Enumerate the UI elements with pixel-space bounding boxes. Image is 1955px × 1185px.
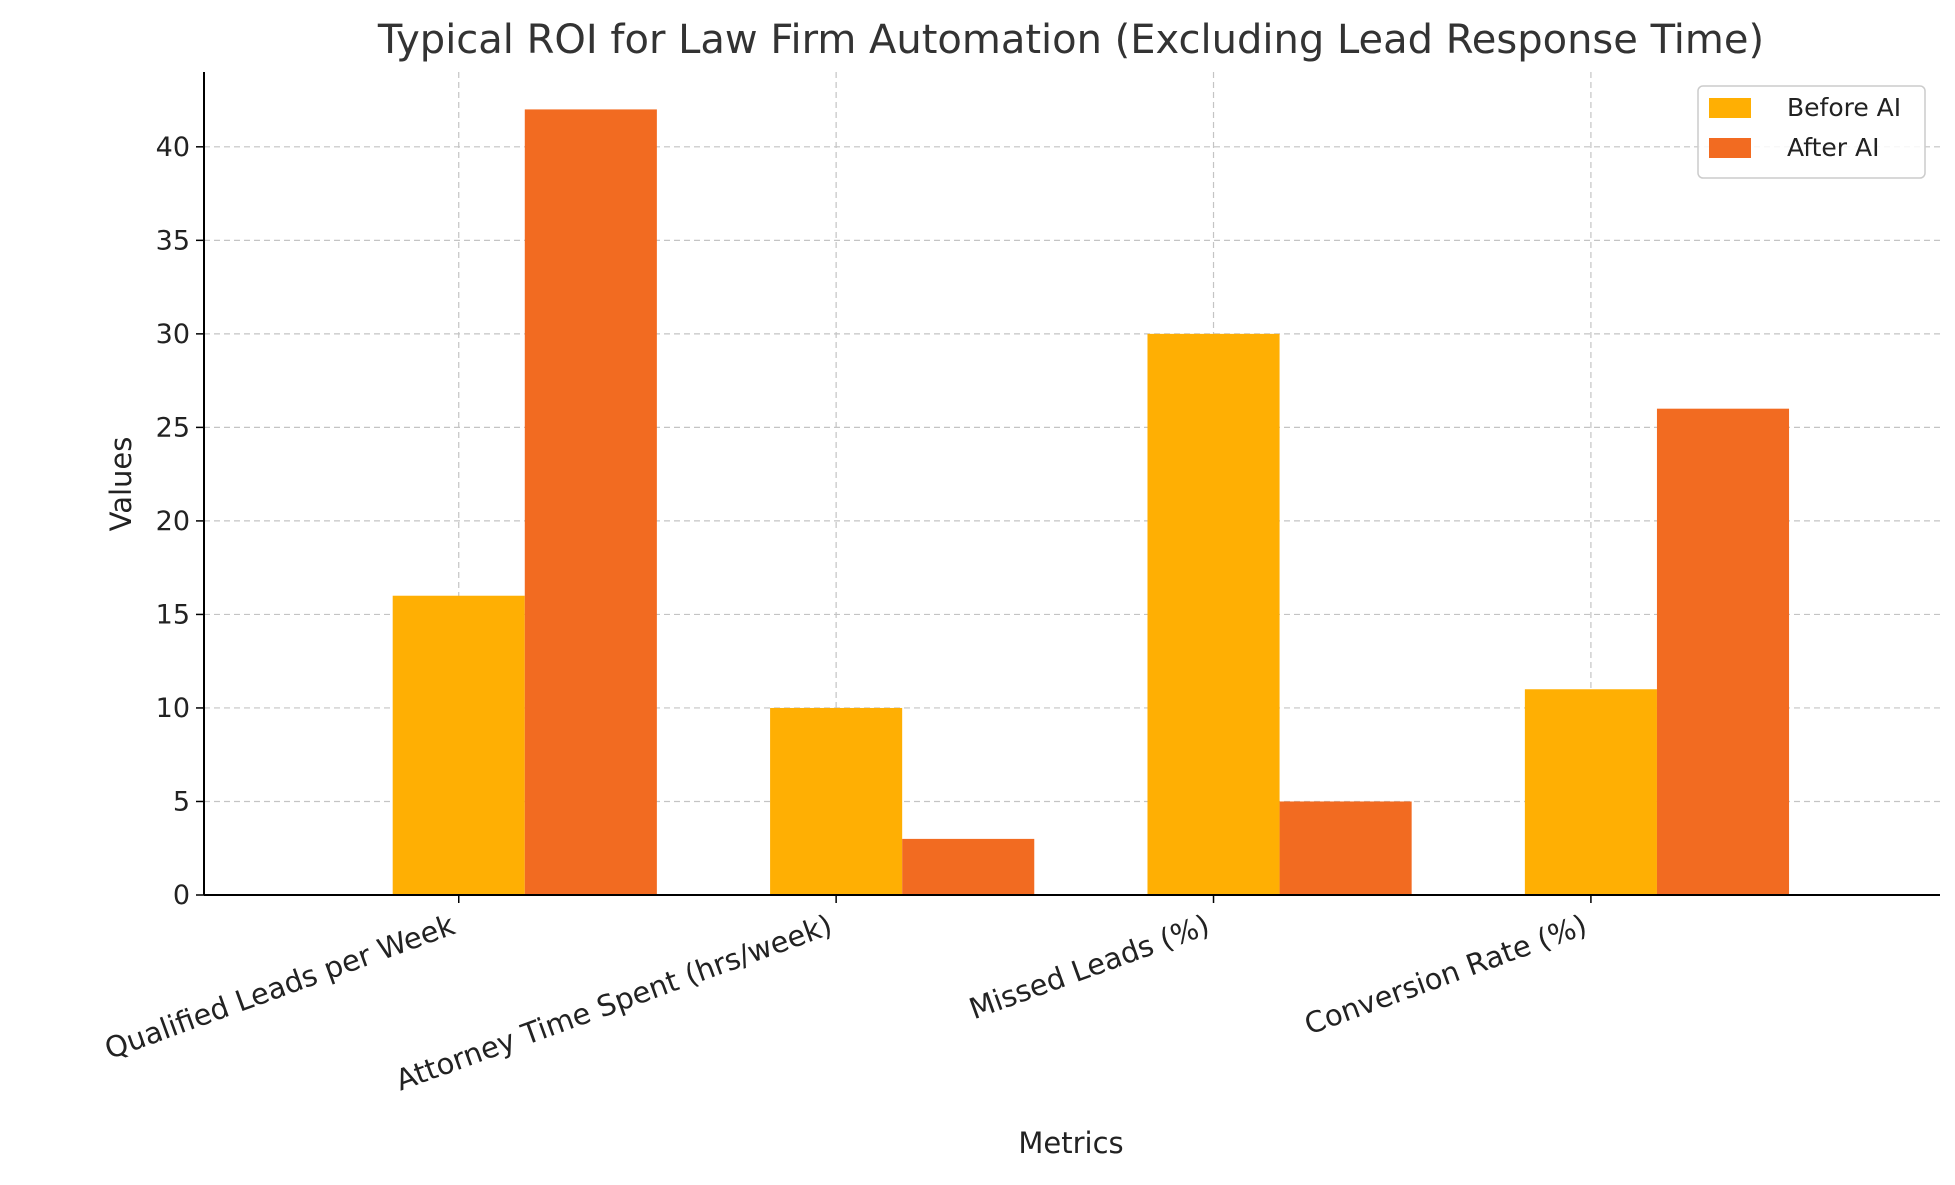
x-tick-label: Attorney Time Spent (hrs/week) xyxy=(391,908,836,1098)
legend-label-before-ai: Before AI xyxy=(1787,93,1901,122)
y-tick-label: 10 xyxy=(156,693,190,724)
legend-label-after-ai: After AI xyxy=(1787,133,1879,162)
y-tick-label: 35 xyxy=(156,225,190,256)
x-tick-label: Qualified Leads per Week xyxy=(100,908,459,1066)
bar-after-ai-1 xyxy=(902,838,1035,895)
bar-before-ai-0 xyxy=(392,595,525,895)
y-tick-label: 15 xyxy=(156,599,190,630)
x-tick-label: Missed Leads (%) xyxy=(965,908,1214,1026)
bar-before-ai-2 xyxy=(1147,333,1280,895)
bar-after-ai-3 xyxy=(1656,408,1790,895)
y-axis-label: Values xyxy=(104,437,138,532)
y-tick-label: 5 xyxy=(173,786,190,817)
y-ticks: 0 5 10 15 20 25 30 35 40 xyxy=(156,132,204,911)
legend-swatch-before-ai xyxy=(1709,98,1751,118)
axes xyxy=(203,72,1940,896)
x-axis-label: Metrics xyxy=(1018,1126,1123,1160)
legend-frame xyxy=(1697,85,1926,179)
y-tick-label: 20 xyxy=(156,506,190,537)
bar-before-ai-1 xyxy=(770,707,903,895)
bar-after-ai-2 xyxy=(1279,801,1412,895)
y-tick-label: 30 xyxy=(156,319,190,350)
y-tick-label: 40 xyxy=(156,132,190,163)
y-tick-label: 0 xyxy=(173,880,190,911)
bars xyxy=(392,109,1790,896)
legend-swatch-after-ai xyxy=(1709,138,1751,158)
y-tick-label: 25 xyxy=(156,412,190,443)
bar-before-ai-3 xyxy=(1524,689,1657,895)
legend: Before AI After AI xyxy=(1697,85,1926,179)
bar-after-ai-0 xyxy=(524,109,657,896)
chart-title: Typical ROI for Law Firm Automation (Exc… xyxy=(377,17,1764,63)
x-tick-label: Conversion Rate (%) xyxy=(1300,908,1591,1042)
